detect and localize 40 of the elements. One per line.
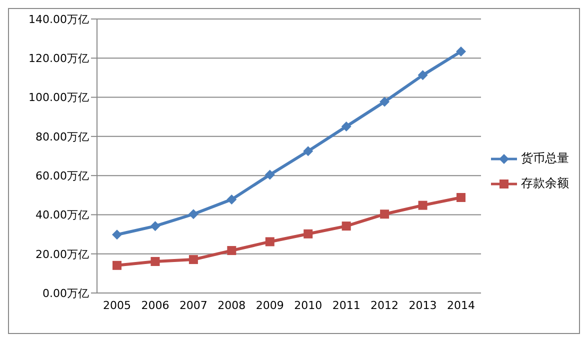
x-tick-label: 2014 <box>447 298 475 312</box>
y-tick-label: 120.00万亿 <box>28 52 89 66</box>
x-tick-label: 2010 <box>294 298 322 312</box>
x-tick-label: 2005 <box>103 298 131 312</box>
point <box>112 230 122 240</box>
point <box>264 170 275 180</box>
point <box>342 222 351 231</box>
point <box>188 255 198 264</box>
point <box>456 46 466 56</box>
y-tick-label: 20.00万亿 <box>36 248 89 261</box>
point <box>112 260 122 270</box>
point <box>380 210 390 219</box>
y-tick-label: 80.00万亿 <box>36 130 89 144</box>
x-tick-label: 2007 <box>179 298 208 312</box>
legend-label: 存款余额 <box>521 175 569 192</box>
y-tick-label: 140.00万亿 <box>28 12 89 26</box>
y-tick-label: 40.00万亿 <box>36 208 89 222</box>
x-tick-label: 2013 <box>408 298 437 312</box>
x-tick-label: 2008 <box>218 298 246 312</box>
x-tick-label: 2011 <box>332 298 360 312</box>
point <box>150 256 160 266</box>
point <box>188 209 198 220</box>
x-tick-label: 2006 <box>141 298 170 312</box>
y-tick-label: 100.00万亿 <box>28 91 89 104</box>
point <box>227 246 236 256</box>
point <box>150 221 160 232</box>
point <box>418 70 428 80</box>
point <box>303 146 314 156</box>
point <box>226 194 237 204</box>
point <box>380 96 390 107</box>
x-tick-label: 2012 <box>370 298 399 312</box>
point <box>341 121 352 132</box>
legend-label: 货币总量 <box>521 150 569 167</box>
point <box>304 229 313 238</box>
point <box>456 192 466 202</box>
point <box>265 237 274 246</box>
point <box>418 200 428 210</box>
y-tick-label: 0.00万亿 <box>42 286 89 300</box>
y-tick-label: 60.00万亿 <box>36 169 89 182</box>
x-tick-label: 2009 <box>256 298 284 312</box>
